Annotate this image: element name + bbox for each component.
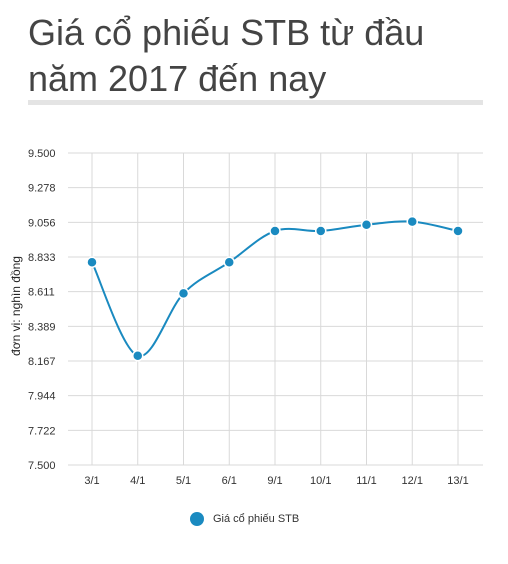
data-point[interactable]: [406, 215, 418, 228]
title-divider: [28, 100, 483, 105]
data-point[interactable]: [360, 219, 373, 231]
y-tick-label: 9.278: [28, 183, 56, 195]
legend-swatch-stb: [190, 512, 204, 526]
data-point[interactable]: [132, 350, 144, 362]
x-tick-label: 12/1: [402, 475, 423, 487]
y-tick-label: 8.389: [28, 321, 56, 333]
y-tick-label: 9.500: [28, 148, 56, 160]
y-tick-label: 7.500: [28, 460, 56, 472]
data-point[interactable]: [269, 225, 281, 237]
y-tick-label: 7.722: [28, 425, 56, 437]
y-tick-label: 8.611: [28, 287, 55, 299]
x-tick-label: 6/1: [222, 475, 237, 487]
data-point[interactable]: [452, 225, 464, 237]
data-point[interactable]: [86, 256, 98, 268]
data-point[interactable]: [223, 256, 235, 268]
x-tick-label: 10/1: [310, 475, 331, 487]
legend-label-stb: Giá cổ phiếu STB: [213, 513, 300, 525]
y-tick-label: 7.944: [28, 391, 56, 403]
y-tick-label: 8.833: [28, 252, 56, 264]
x-tick-label: 5/1: [176, 475, 191, 487]
x-tick-label: 11/1: [356, 475, 377, 487]
y-tick-label: 9.056: [28, 217, 56, 229]
y-axis-label: đơn vị: nghìn đồng: [9, 256, 23, 356]
data-point[interactable]: [315, 225, 327, 237]
x-tick-label: 4/1: [130, 475, 145, 487]
chart-title: Giá cổ phiếu STB từ đầu năm 2017 đến nay: [28, 12, 425, 99]
x-tick-label: 3/1: [84, 475, 99, 487]
x-tick-label: 9/1: [267, 475, 282, 487]
chart-legend: Giá cổ phiếu STB: [190, 512, 299, 526]
y-tick-label: 8.167: [28, 356, 56, 368]
x-tick-label: 13/1: [447, 475, 468, 487]
data-point[interactable]: [177, 287, 190, 300]
